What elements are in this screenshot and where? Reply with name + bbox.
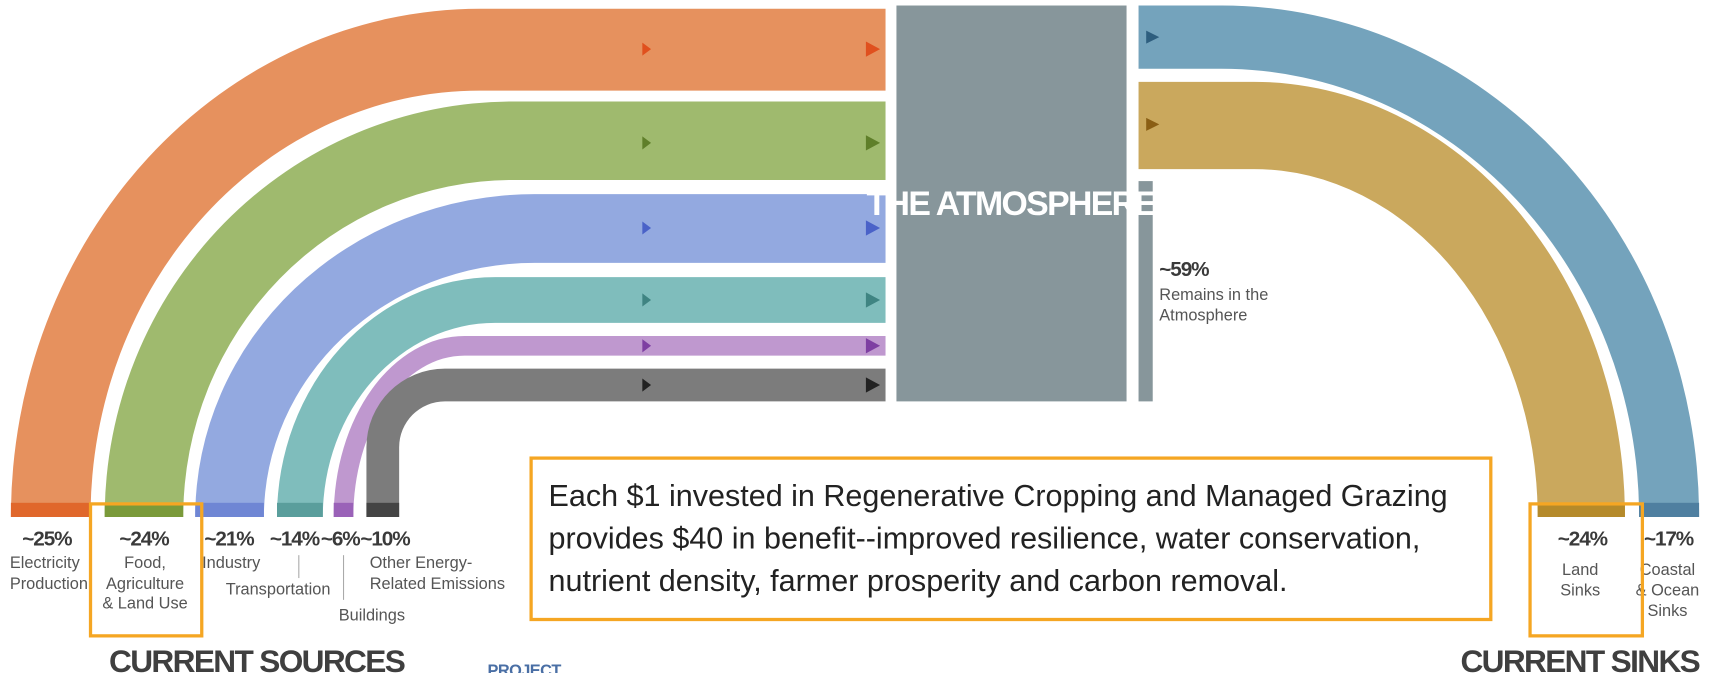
atmosphere-label: Remains in the: [1159, 286, 1268, 304]
atmosphere-box: [896, 5, 1127, 402]
sink-percent: ~17%: [1644, 527, 1694, 550]
atmosphere-percent: ~59%: [1159, 258, 1209, 281]
flow-food: [104, 101, 886, 517]
sink-label: Coastal: [1640, 561, 1695, 579]
sink-label: Land: [1562, 561, 1598, 579]
source-percent: ~6%: [321, 527, 360, 550]
source-percent: ~14%: [270, 527, 320, 550]
remains-bar: [1138, 181, 1153, 402]
callout-line: Each $1 invested in Regenerative Croppin…: [549, 479, 1448, 513]
source-label: Buildings: [339, 607, 405, 625]
source-label: Agriculture: [106, 575, 184, 593]
strip: [10, 502, 91, 517]
highlight-box: [1528, 502, 1645, 638]
source-percent: ~21%: [204, 527, 254, 550]
arrow: [1146, 30, 1160, 44]
source-label: Food,: [124, 554, 166, 572]
flow-transportation: [277, 277, 886, 517]
sink-label: Sinks: [1560, 582, 1600, 600]
source-percent: ~10%: [360, 527, 410, 550]
sink-label: Sinks: [1647, 602, 1687, 620]
arrow: [1146, 117, 1160, 131]
strip: [1639, 502, 1700, 517]
source-label: Other Energy-: [370, 554, 473, 572]
strip: [195, 502, 264, 517]
source-label: Related Emissions: [370, 575, 505, 593]
flow-coastal-ocean: [1138, 5, 1700, 517]
sink-percent: ~24%: [1558, 527, 1608, 550]
sources-heading: CURRENT SOURCES: [109, 643, 405, 673]
sink-label: & Ocean: [1636, 582, 1700, 600]
source-percent: ~25%: [22, 527, 72, 550]
source-label: Production: [10, 575, 88, 593]
flow-electricity: [10, 8, 886, 517]
source-label: & Land Use: [102, 595, 187, 613]
flow-industry: [195, 194, 886, 517]
highlight-box: [88, 502, 204, 638]
callout-line: provides $40 in benefit--improved resili…: [549, 522, 1421, 556]
sinks-heading: CURRENT SINKS: [1460, 643, 1699, 673]
strip: [277, 502, 323, 517]
source-label: Industry: [202, 554, 261, 572]
strip: [366, 502, 400, 517]
atmosphere-label: Atmosphere: [1159, 307, 1247, 325]
logo: PROJECT: [487, 662, 561, 673]
callout-box: [529, 456, 1493, 622]
strip: [104, 502, 184, 517]
flow-buildings: [333, 335, 886, 517]
source-label: Transportation: [226, 580, 331, 598]
source-percent: ~24%: [119, 527, 169, 550]
callout-line: nutrient density, farmer prosperity and …: [549, 564, 1288, 598]
strip: [1537, 502, 1625, 517]
flow-other: [366, 368, 886, 517]
source-label: Electricity: [10, 554, 81, 572]
atmosphere-title: THE ATMOSPHERE: [867, 185, 1157, 223]
flow-land: [1138, 81, 1625, 517]
strip: [333, 502, 354, 517]
